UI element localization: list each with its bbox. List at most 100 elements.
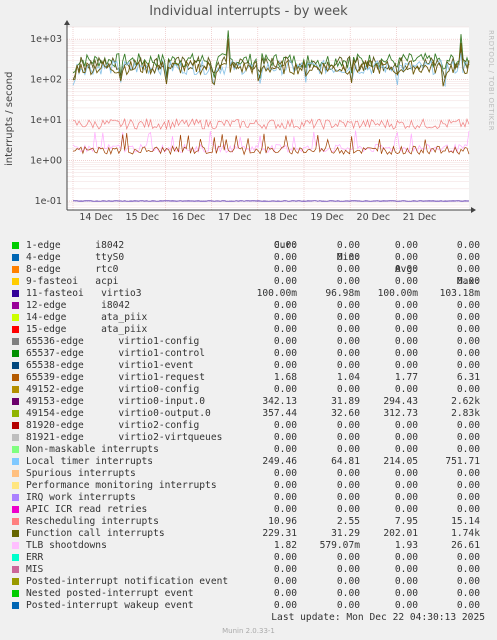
legend-row: Posted-interrupt wakeup event 0.00 0.00 0.0… — [12, 600, 487, 612]
legend-swatch — [12, 554, 19, 561]
legend-row: 65539-edge virtio1-request 1.68 1.04 1.77 6.… — [12, 372, 487, 384]
legend-cur: 0.00 — [273, 552, 297, 563]
legend-swatch — [12, 362, 19, 369]
legend-label: IRQ work interrupts — [26, 492, 136, 503]
legend-max: 0.00 — [456, 384, 480, 395]
legend-swatch — [12, 482, 19, 489]
legend-max: 2.83k — [451, 408, 480, 419]
legend-swatch — [12, 602, 19, 609]
series-line — [72, 132, 470, 156]
legend-row: Local timer interrupts 249.46 64.81 214.05 7… — [12, 456, 487, 468]
legend-cur: 0.00 — [273, 384, 297, 395]
legend-min: 32.60 — [331, 408, 360, 419]
legend-label: 12-edge i8042 — [26, 300, 130, 311]
legend-max: 0.00 — [456, 444, 480, 455]
legend-min: 0.00 — [336, 504, 360, 515]
legend-cur: 1.82 — [273, 540, 297, 551]
y-tick-label: 1e-01 — [35, 196, 62, 207]
x-tick-label: 14 Dec — [79, 212, 113, 223]
legend-label: Posted-interrupt notification event — [26, 576, 229, 587]
y-tick-label: 1e+02 — [30, 75, 62, 86]
legend-label: 9-fasteoi acpi — [26, 276, 119, 287]
header-cur: Cur: — [273, 240, 297, 251]
legend-avg: 0.00 — [394, 576, 418, 587]
legend-min: 0.00 — [336, 276, 360, 287]
legend-label: 1-edge i8042 — [26, 240, 125, 251]
legend-cur: 229.31 — [262, 528, 297, 539]
legend-swatch — [12, 578, 19, 585]
legend-max: 0.00 — [456, 504, 480, 515]
y-tick-label: 1e+00 — [30, 156, 62, 167]
legend-row: 11-fasteoi virtio3 100.00m 96.98m 100.00m 10… — [12, 288, 487, 300]
x-tick-label: 21 Dec — [403, 212, 437, 223]
legend-avg: 0.00 — [394, 600, 418, 611]
legend-min: 0.00 — [336, 336, 360, 347]
legend-label: 65536-edge virtio1-config — [26, 336, 200, 347]
legend-swatch — [12, 386, 19, 393]
legend-row: Rescheduling interrupts 10.96 2.55 7.95 15.1… — [12, 516, 487, 528]
legend-swatch — [12, 242, 19, 249]
legend-cur: 342.13 — [262, 396, 297, 407]
legend-cur: 0.00 — [273, 588, 297, 599]
legend-swatch — [12, 518, 19, 525]
legend-swatch — [12, 254, 19, 261]
legend-swatch — [12, 542, 19, 549]
legend-cur: 0.00 — [273, 468, 297, 479]
header-avg: Avg: — [394, 264, 418, 275]
legend-label: Local timer interrupts — [26, 456, 154, 467]
legend-max: 2.62k — [451, 396, 480, 407]
legend-row: 65537-edge virtio1-control 0.00 0.00 0.00 0.… — [12, 348, 487, 360]
legend-min: 0.00 — [336, 360, 360, 371]
legend-label: 4-edge ttyS0 — [26, 252, 125, 263]
legend-label: Rescheduling interrupts — [26, 516, 159, 527]
legend-label: 49153-edge virtio0-input.0 — [26, 396, 206, 407]
legend-min: 31.89 — [331, 396, 360, 407]
legend-min: 0.00 — [336, 564, 360, 575]
legend-cur: 10.96 — [268, 516, 297, 527]
legend-avg: 100.00m — [377, 288, 418, 299]
legend-cur: 1.68 — [273, 372, 297, 383]
legend-min: 0.00 — [336, 588, 360, 599]
legend-min: 579.07m — [319, 540, 360, 551]
legend-cur: 249.46 — [262, 456, 297, 467]
interrupts-chart: 1e+03 1e+02 1e+01 1e+00 1e-01 14 Dec 15 Dec 16… — [30, 20, 476, 223]
legend-min: 0.00 — [336, 240, 360, 251]
series-lines — [72, 30, 470, 202]
legend-label: TLB shootdowns — [26, 540, 107, 551]
legend-row: ERR 0.00 0.00 0.00 0.00 — [12, 552, 487, 564]
legend-cur: 0.00 — [273, 564, 297, 575]
legend-label: Posted-interrupt wakeup event — [26, 600, 194, 611]
legend-cur: 0.00 — [273, 324, 297, 335]
legend-row: 65538-edge virtio1-event 0.00 0.00 0.00 0.00 — [12, 360, 487, 372]
x-tick-label: 19 Dec — [310, 212, 344, 223]
x-tick-label: 16 Dec — [172, 212, 206, 223]
legend-max: 0.00 — [456, 300, 480, 311]
legend-max: 0.00 — [456, 252, 480, 263]
legend-avg: 0.00 — [394, 360, 418, 371]
legend-avg: 312.73 — [383, 408, 418, 419]
legend-avg: 0.00 — [394, 468, 418, 479]
legend-max: 0.00 — [456, 564, 480, 575]
legend-min: 31.29 — [331, 528, 360, 539]
legend-avg: 0.00 — [394, 480, 418, 491]
legend-max: 1.74k — [451, 528, 480, 539]
legend-swatch — [12, 506, 19, 513]
legend-swatch — [12, 290, 19, 297]
last-update: Last update: Mon Dec 22 04:30:13 2025 — [271, 612, 485, 623]
legend-row: 15-edge ata_piix 0.00 0.00 0.00 0.00 — [12, 324, 487, 336]
legend-avg: 0.00 — [394, 552, 418, 563]
legend-min: 0.00 — [336, 348, 360, 359]
legend-label: MIS — [26, 564, 44, 575]
legend-swatch — [12, 302, 19, 309]
legend-max: 6.31 — [456, 372, 480, 383]
legend-max: 0.00 — [456, 312, 480, 323]
legend-swatch — [12, 374, 19, 381]
legend-max: 0.00 — [456, 348, 480, 359]
legend-avg: 0.00 — [394, 276, 418, 287]
legend-cur: 0.00 — [273, 276, 297, 287]
legend-cur: 0.00 — [273, 312, 297, 323]
legend-max: 0.00 — [456, 576, 480, 587]
legend-max: 0.00 — [456, 360, 480, 371]
legend-swatch — [12, 434, 19, 441]
legend-avg: 0.00 — [394, 432, 418, 443]
